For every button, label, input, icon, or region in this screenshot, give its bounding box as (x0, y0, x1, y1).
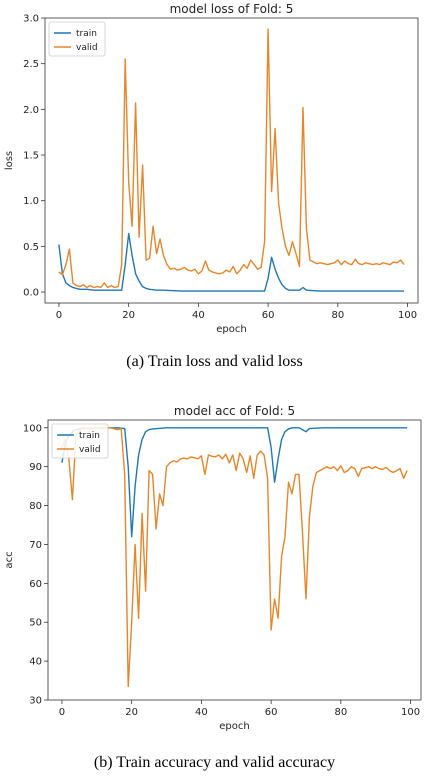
loss-x-tick-label: 20 (122, 310, 135, 321)
loss-y-axis-label: loss (4, 151, 15, 170)
acc-y-tick-label: 90 (29, 462, 42, 473)
acc-y-tick-label: 50 (29, 618, 42, 629)
loss-x-tick-label: 40 (192, 310, 205, 321)
loss-x-tick-label: 60 (262, 310, 275, 321)
acc-legend-label-train: train (79, 431, 100, 441)
loss-y-tick-label: 1.0 (23, 196, 39, 207)
acc-y-tick-label: 100 (23, 423, 42, 434)
acc-x-tick-label: 100 (401, 707, 420, 718)
acc-x-tick-label: 40 (195, 707, 208, 718)
loss-x-tick-label: 0 (56, 310, 62, 321)
caption-loss: (a) Train loss and valid loss (126, 353, 303, 370)
loss-chart-title: model loss of Fold: 5 (170, 2, 294, 16)
loss-y-tick-label: 3.0 (23, 14, 39, 25)
acc-x-tick-label: 0 (59, 707, 65, 718)
loss-y-tick-label: 0.0 (23, 288, 39, 299)
accuracy-chart: model acc of Fold: 5 0 20 40 60 80 100 30 40 50 60… (4, 404, 422, 732)
loss-y-tick-label: 0.5 (23, 242, 39, 253)
loss-y-tick-label: 1.5 (23, 151, 39, 162)
acc-legend-label-valid: valid (79, 445, 101, 455)
acc-x-tick-label: 80 (334, 707, 347, 718)
acc-y-tick-label: 80 (29, 501, 42, 512)
loss-chart: model loss of Fold: 5 0 20 40 60 80 100 0.0 0.5 1… (4, 2, 419, 335)
acc-y-tick-label: 40 (29, 657, 42, 668)
acc-chart-title: model acc of Fold: 5 (174, 404, 295, 418)
acc-series-valid-line (61, 427, 408, 688)
acc-plot-frame (47, 419, 422, 701)
acc-y-axis-label: acc (4, 551, 15, 568)
loss-y-tick-label: 2.5 (23, 59, 39, 70)
loss-series-train-line (58, 232, 405, 292)
acc-y-tick-label: 70 (29, 540, 42, 551)
acc-x-tick-label: 20 (125, 707, 138, 718)
loss-y-tick-label: 2.0 (23, 105, 39, 116)
acc-x-tick-label: 60 (265, 707, 278, 718)
acc-y-tick-label: 30 (29, 696, 42, 707)
loss-x-axis-label: epoch (216, 324, 246, 335)
loss-x-tick-label: 100 (398, 310, 417, 321)
loss-legend-label-train: train (76, 29, 97, 39)
caption-accuracy: (b) Train accuracy and valid accuracy (93, 754, 336, 771)
acc-x-axis-label: epoch (219, 721, 249, 732)
loss-plot-frame (44, 17, 419, 304)
loss-series-valid-line (58, 28, 405, 289)
loss-x-tick-label: 80 (331, 310, 344, 321)
loss-legend-label-valid: valid (76, 43, 98, 53)
acc-y-tick-label: 60 (29, 579, 42, 590)
